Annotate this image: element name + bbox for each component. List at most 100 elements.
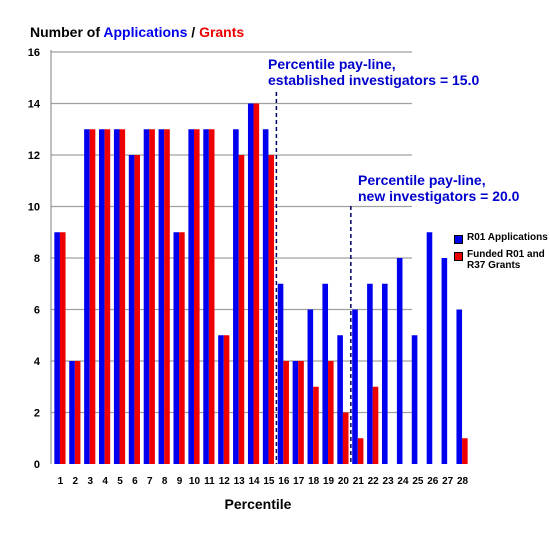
bar-applications [218, 335, 224, 464]
legend-swatch-grants [454, 252, 463, 261]
bar-applications [128, 155, 135, 464]
x-tick-label: 17 [293, 476, 305, 487]
bar-grants [164, 129, 170, 464]
annotation-established-line2: established investigators = 15.0 [268, 72, 480, 88]
bars [54, 103, 468, 464]
annotation-new-line1: Percentile pay-line, [358, 172, 486, 188]
bar-applications [54, 232, 60, 464]
x-tick-label: 7 [147, 476, 153, 487]
x-tick-label: 10 [189, 476, 201, 487]
bar-applications [188, 129, 194, 464]
x-tick-label: 18 [308, 476, 320, 487]
title-prefix: Number of [30, 24, 104, 40]
x-tick-label: 24 [397, 476, 409, 487]
bar-grants [342, 412, 349, 464]
bar-grants [253, 103, 260, 464]
bar-applications [322, 283, 329, 464]
bar-grants [328, 361, 334, 464]
bar-applications [381, 283, 388, 464]
x-tick-label: 16 [278, 476, 290, 487]
bar-applications [173, 232, 180, 464]
bar-grants [59, 232, 66, 464]
x-tick-label: 25 [412, 476, 424, 487]
bar-applications [203, 129, 209, 464]
legend-item-grants: Funded R01 and R37 Grants [454, 249, 550, 271]
y-tick-label: 14 [28, 99, 41, 111]
bar-applications [367, 283, 373, 464]
x-tick-label: 4 [102, 476, 108, 487]
bar-grants [238, 155, 245, 464]
x-tick-label: 1 [58, 476, 64, 487]
bar-applications [113, 129, 120, 464]
x-tick-label: 3 [87, 476, 93, 487]
x-axis-label: Percentile [225, 496, 292, 512]
bar-grants [313, 386, 319, 464]
bar-applications [84, 129, 90, 464]
y-tick-label: 4 [34, 356, 41, 368]
x-tick-label: 12 [219, 476, 231, 487]
title-applications: Applications [103, 24, 188, 40]
x-tick-label: 2 [73, 476, 79, 487]
legend: R01 Applications Funded R01 and R37 Gran… [454, 232, 550, 277]
x-tick-label: 6 [132, 476, 138, 487]
y-tick-label: 10 [28, 202, 40, 214]
bar-applications [277, 283, 284, 464]
bar-grants [179, 232, 185, 464]
bar-applications [69, 361, 75, 464]
bar-applications [143, 129, 150, 464]
title-separator: / [187, 24, 200, 40]
bar-grants [268, 155, 275, 464]
annotation-established: Percentile pay-line, established investi… [268, 56, 479, 88]
annotation-new: Percentile pay-line, new investigators =… [358, 172, 519, 204]
y-tick-label: 0 [34, 459, 40, 471]
bar-grants [74, 361, 81, 464]
y-tick-label: 8 [34, 253, 40, 265]
x-tick-label: 28 [457, 476, 469, 487]
bar-grants [149, 129, 155, 464]
x-tick-label: 13 [234, 476, 246, 487]
x-tick-label: 14 [248, 476, 260, 487]
y-tick-labels: 0 2 4 6 8 10 12 14 16 [28, 47, 41, 471]
bar-grants [134, 155, 141, 464]
bar-grants [462, 438, 468, 464]
bar-applications [99, 129, 105, 464]
x-tick-labels: 1 2 3 4 5 6 7 8 9 10 11 12 13 14 15 16 17 18 19 20 21 22 23 24 2… [58, 476, 469, 487]
x-tick-label: 26 [427, 476, 439, 487]
bar-applications [456, 309, 463, 464]
bar-grants [89, 129, 96, 464]
gridlines [51, 51, 412, 414]
annotation-established-line1: Percentile pay-line, [268, 56, 396, 72]
annotation-new-line2: new investigators = 20.0 [358, 188, 520, 204]
bar-grants [223, 335, 230, 464]
x-tick-label: 22 [368, 476, 380, 487]
bar-applications [441, 258, 448, 464]
x-tick-label: 8 [162, 476, 168, 487]
bar-grants [193, 129, 200, 464]
bar-applications [292, 361, 299, 464]
y-tick-label: 6 [34, 305, 40, 317]
bar-grants [119, 129, 126, 464]
bar-grants [283, 361, 289, 464]
bar-grants [208, 129, 215, 464]
bar-applications [396, 258, 403, 464]
bar-applications [233, 129, 239, 464]
x-tick-label: 27 [442, 476, 454, 487]
x-tick-label: 11 [204, 476, 215, 487]
x-tick-label: 9 [177, 476, 183, 487]
x-tick-label: 5 [117, 476, 123, 487]
x-tick-label: 20 [338, 476, 350, 487]
legend-label-grants: Funded R01 and R37 Grants [467, 249, 545, 271]
x-tick-label: 21 [353, 476, 365, 487]
bar-applications [247, 103, 254, 464]
chart-title: Number of Applications / Grants [30, 24, 244, 40]
y-tick-label: 12 [28, 150, 40, 162]
title-grants: Grants [199, 24, 245, 40]
payline-markers [275, 92, 352, 464]
legend-swatch-applications [454, 235, 463, 244]
bar-applications [426, 232, 433, 464]
bar-applications [411, 335, 418, 464]
x-tick-label: 19 [323, 476, 335, 487]
x-tick-label: 15 [263, 476, 275, 487]
y-tick-label: 16 [28, 47, 40, 59]
